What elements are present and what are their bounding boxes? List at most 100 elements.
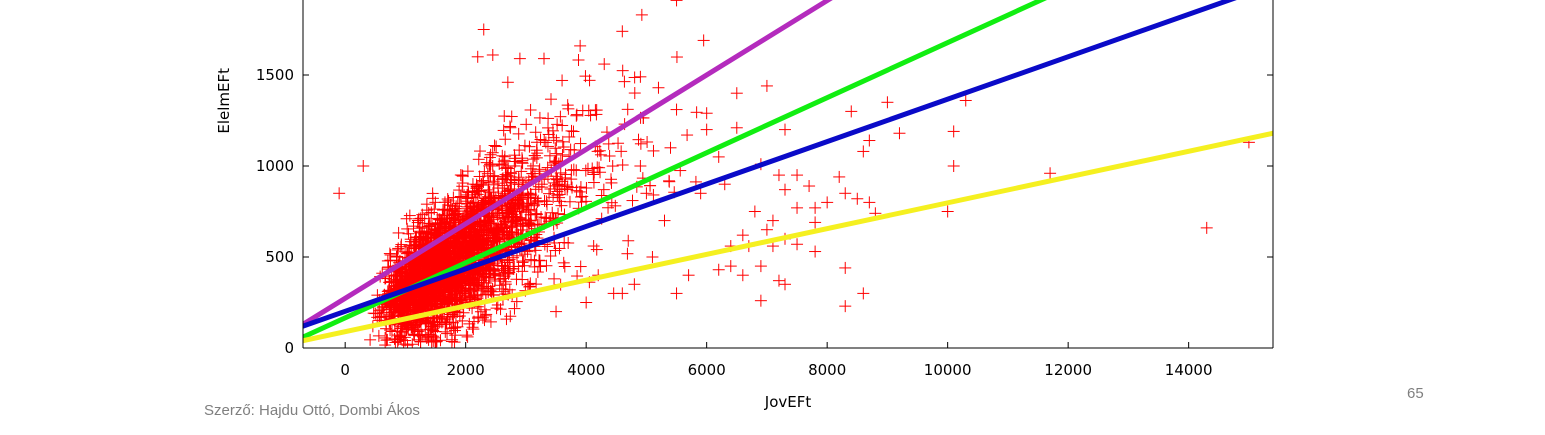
scatter-point <box>531 147 544 160</box>
scatter-point <box>809 245 822 258</box>
x-tick-label: 2000 <box>447 361 485 379</box>
scatter-point <box>863 134 876 147</box>
scatter-point <box>471 268 484 281</box>
scatter-point <box>402 321 415 334</box>
scatter-point <box>563 130 576 143</box>
scatter-point <box>364 333 377 346</box>
scatter-point <box>839 300 852 313</box>
scatter-point <box>529 126 542 139</box>
y-tick-label: 500 <box>265 248 294 266</box>
scatter-point <box>529 208 542 221</box>
x-tick-label: 12000 <box>1044 361 1092 379</box>
scatter-point <box>447 316 460 329</box>
scatter-point <box>523 203 536 216</box>
scatter-point <box>520 118 533 131</box>
scatter-point <box>389 277 402 290</box>
scatter-point <box>526 167 539 180</box>
scatter-point <box>533 254 546 267</box>
scatter-point <box>634 70 647 83</box>
scatter-point <box>419 233 432 246</box>
scatter-point <box>444 199 457 212</box>
scatter-point <box>463 317 476 330</box>
scatter-point <box>500 228 513 241</box>
scatter-point <box>456 180 469 193</box>
scatter-point <box>394 276 407 289</box>
scatter-point <box>418 255 431 268</box>
scatter-point <box>647 144 660 157</box>
scatter-point <box>451 231 464 244</box>
scatter-point <box>523 217 536 230</box>
scatter-point <box>539 136 552 149</box>
scatter-point <box>540 259 553 272</box>
scatter-point <box>616 287 629 300</box>
scatter-point <box>549 244 562 257</box>
scatter-point <box>518 259 531 272</box>
scatter-point <box>591 161 604 174</box>
scatter-point <box>809 216 822 229</box>
scatter-point <box>449 324 462 337</box>
scatter-point <box>549 142 562 155</box>
scatter-point <box>565 124 578 137</box>
scatter-point <box>550 134 563 147</box>
scatter-point <box>670 0 683 7</box>
scatter-point <box>389 303 402 316</box>
scatter-point <box>959 94 972 107</box>
scatter-point <box>518 139 531 152</box>
scatter-point <box>947 160 960 172</box>
scatter-point <box>621 247 634 260</box>
scatter-point <box>1200 221 1213 234</box>
scatter-point <box>791 238 804 251</box>
scatter-point <box>839 261 852 274</box>
scatter-point <box>821 196 834 209</box>
scatter-point <box>497 264 510 277</box>
footer-author: Szerző: Hajdu Ottó, Dombi Ákos <box>204 402 420 419</box>
scatter-point <box>587 240 600 253</box>
scatter-point <box>563 195 576 208</box>
scatter-point <box>487 265 500 278</box>
scatter-point <box>407 220 420 233</box>
scatter-point <box>628 278 641 291</box>
y-tick-label: 1000 <box>256 157 294 175</box>
scatter-point <box>494 273 507 286</box>
scatter-point <box>432 284 445 297</box>
scatter-point <box>460 197 473 210</box>
scatter-point <box>465 232 478 245</box>
scatter-point <box>499 168 512 181</box>
scatter-point <box>534 133 547 146</box>
scatter-point <box>395 331 408 344</box>
scatter-point <box>432 226 445 239</box>
scatter-point <box>476 311 489 324</box>
scatter-point <box>413 231 426 244</box>
scatter-point <box>502 267 515 280</box>
scatter-point <box>558 236 571 249</box>
scatter-point <box>517 255 530 268</box>
scatter-point <box>446 293 459 306</box>
fit-line-1 <box>303 0 833 327</box>
scatter-point <box>540 212 553 225</box>
scatter-point <box>556 74 569 87</box>
scatter-point <box>512 127 525 140</box>
scatter-point <box>408 258 421 271</box>
scatter-point <box>632 133 645 146</box>
scatter-point <box>474 145 487 158</box>
scatter-point <box>466 321 479 334</box>
scatter-point <box>616 159 629 172</box>
scatter-point <box>548 179 561 192</box>
scatter-point <box>530 278 543 291</box>
scatter-point <box>574 39 587 52</box>
scatter-point <box>557 256 570 269</box>
scatter-point <box>521 278 534 291</box>
scatter-point <box>511 199 524 212</box>
scatter-point <box>524 277 537 290</box>
scatter-point <box>383 247 396 260</box>
scatter-point <box>472 310 485 323</box>
scatter-point <box>881 96 894 109</box>
scatter-point <box>462 273 475 286</box>
scatter-point <box>455 191 468 204</box>
scatter-point <box>521 218 534 231</box>
scatter-point <box>512 174 525 187</box>
scatter-point <box>528 198 541 211</box>
scatter-point <box>1044 167 1057 180</box>
scatter-point <box>626 194 639 207</box>
